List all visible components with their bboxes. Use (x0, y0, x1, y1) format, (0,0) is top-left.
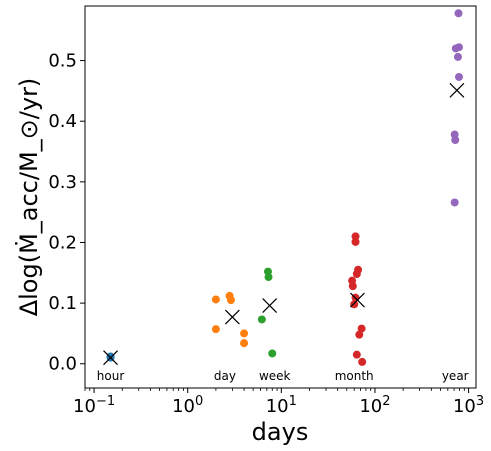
data-point (358, 357, 367, 366)
data-point (355, 330, 364, 339)
y-ticks: 0.0 0.1 0.2 0.3 0.4 0.5 (48, 51, 85, 375)
mean-marker (262, 298, 278, 313)
data-point (352, 270, 361, 279)
mean-marker-stroke (103, 350, 118, 366)
y-tick-label: 0.4 (48, 111, 77, 132)
data-point (351, 237, 360, 246)
x-tick-label: 102 (359, 394, 390, 417)
y-axis-label: Δlog(Ṁ_acc/M_⊙/yr) (14, 78, 43, 317)
data-point (211, 295, 220, 304)
mean-marker-stroke (449, 82, 465, 98)
data-point (357, 324, 366, 333)
data-point (453, 52, 462, 61)
y-tick-label: 0.2 (48, 232, 77, 253)
x-tick-label: 101 (266, 394, 297, 417)
mean-marker (350, 292, 365, 308)
data-point (451, 44, 460, 53)
data-point (450, 198, 459, 207)
mean-marker-stroke (262, 298, 278, 313)
y-tick-label: 0.0 (48, 354, 77, 375)
annotations: hour day week month year (97, 369, 469, 383)
annotation-label: month (335, 369, 374, 383)
x-ticks: 10−1 100 101 102 103 (73, 388, 484, 417)
data-point (455, 72, 464, 81)
mean-markers (103, 82, 465, 366)
data-point (240, 339, 249, 348)
x-axis-label: days (252, 418, 309, 446)
annotation-label: day (214, 369, 236, 383)
data-point (352, 350, 361, 359)
data-point (350, 300, 359, 309)
data-point (348, 282, 357, 291)
x-tick-label: 100 (172, 394, 203, 417)
annotation-label: hour (97, 369, 125, 383)
plot-area (84, 5, 477, 389)
x-tick-label: 103 (453, 394, 484, 417)
data-point (240, 329, 249, 338)
mean-marker-stroke (224, 309, 240, 325)
annotation-label: year (442, 369, 469, 383)
data-point (257, 315, 266, 324)
y-tick-label: 0.1 (48, 293, 77, 314)
data-points (106, 9, 464, 366)
data-point (211, 325, 220, 334)
data-point (451, 136, 460, 145)
y-tick-label: 0.5 (48, 51, 77, 72)
data-point (268, 349, 277, 358)
annotation-label: week (259, 369, 291, 383)
data-point (454, 9, 463, 18)
data-point (106, 352, 115, 361)
mean-marker (224, 309, 240, 325)
data-point (226, 296, 235, 305)
mean-marker-stroke (350, 292, 365, 308)
data-point (264, 273, 273, 282)
x-tick-label: 10−1 (73, 394, 115, 417)
mean-marker (449, 82, 465, 98)
mean-marker (103, 350, 118, 366)
y-tick-label: 0.3 (48, 172, 77, 193)
